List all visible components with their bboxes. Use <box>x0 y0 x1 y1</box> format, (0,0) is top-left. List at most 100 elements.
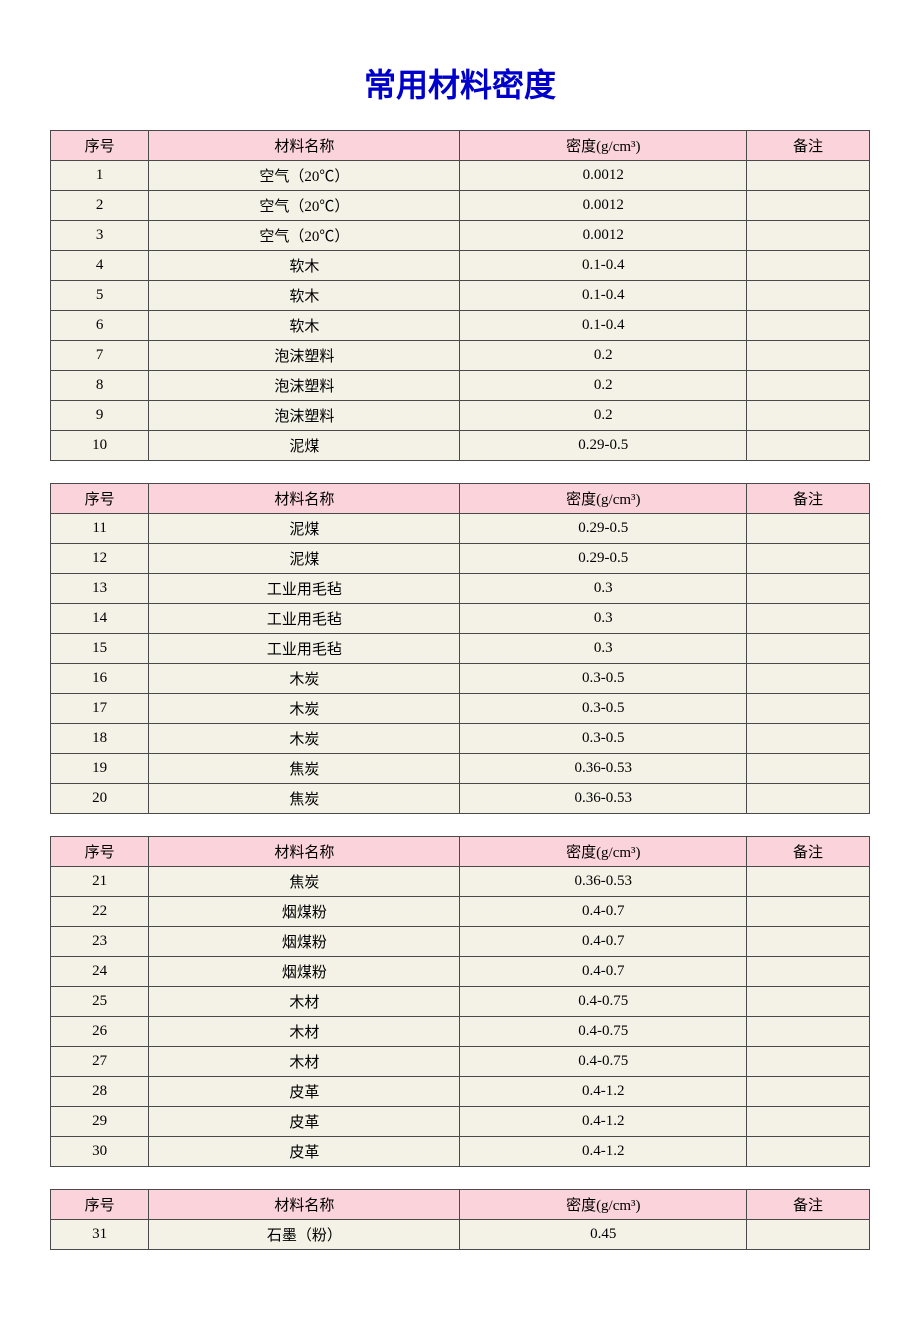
cell-density: 0.2 <box>460 371 747 401</box>
cell-seq: 16 <box>51 664 149 694</box>
table-row: 4软木0.1-0.4 <box>51 251 870 281</box>
cell-name: 泡沫塑料 <box>149 401 460 431</box>
header-name: 材料名称 <box>149 1190 460 1220</box>
cell-seq: 7 <box>51 341 149 371</box>
cell-density: 0.4-1.2 <box>460 1137 747 1167</box>
page-title: 常用材料密度 <box>50 60 870 106</box>
cell-note <box>747 724 870 754</box>
header-note: 备注 <box>747 131 870 161</box>
cell-note <box>747 987 870 1017</box>
cell-density: 0.3-0.5 <box>460 724 747 754</box>
cell-density: 0.4-0.75 <box>460 987 747 1017</box>
header-note: 备注 <box>747 837 870 867</box>
cell-note <box>747 897 870 927</box>
table-row: 28皮革0.4-1.2 <box>51 1077 870 1107</box>
cell-note <box>747 371 870 401</box>
table-row: 23烟煤粉0.4-0.7 <box>51 927 870 957</box>
table-row: 18木炭0.3-0.5 <box>51 724 870 754</box>
header-density: 密度(g/cm³) <box>460 1190 747 1220</box>
cell-seq: 5 <box>51 281 149 311</box>
cell-seq: 27 <box>51 1047 149 1077</box>
cell-density: 0.36-0.53 <box>460 867 747 897</box>
cell-name: 烟煤粉 <box>149 957 460 987</box>
cell-name: 空气（20℃） <box>149 191 460 221</box>
cell-note <box>747 867 870 897</box>
cell-name: 皮革 <box>149 1137 460 1167</box>
cell-seq: 12 <box>51 544 149 574</box>
table-row: 13工业用毛毡0.3 <box>51 574 870 604</box>
cell-note <box>747 191 870 221</box>
cell-name: 木炭 <box>149 664 460 694</box>
cell-note <box>747 221 870 251</box>
table-row: 15工业用毛毡0.3 <box>51 634 870 664</box>
cell-name: 空气（20℃） <box>149 221 460 251</box>
cell-density: 0.2 <box>460 341 747 371</box>
cell-name: 皮革 <box>149 1077 460 1107</box>
table-header-row: 序号材料名称密度(g/cm³)备注 <box>51 484 870 514</box>
cell-density: 0.3 <box>460 574 747 604</box>
cell-name: 烟煤粉 <box>149 897 460 927</box>
cell-note <box>747 574 870 604</box>
cell-seq: 6 <box>51 311 149 341</box>
cell-note <box>747 957 870 987</box>
cell-seq: 22 <box>51 897 149 927</box>
cell-seq: 21 <box>51 867 149 897</box>
header-name: 材料名称 <box>149 131 460 161</box>
cell-density: 0.3-0.5 <box>460 694 747 724</box>
table-row: 16木炭0.3-0.5 <box>51 664 870 694</box>
table-row: 6软木0.1-0.4 <box>51 311 870 341</box>
cell-note <box>747 694 870 724</box>
cell-seq: 25 <box>51 987 149 1017</box>
cell-seq: 8 <box>51 371 149 401</box>
table-row: 3空气（20℃）0.0012 <box>51 221 870 251</box>
density-table-1: 序号材料名称密度(g/cm³)备注11泥煤0.29-0.512泥煤0.29-0.… <box>50 483 870 814</box>
cell-seq: 3 <box>51 221 149 251</box>
table-row: 12泥煤0.29-0.5 <box>51 544 870 574</box>
cell-name: 泥煤 <box>149 431 460 461</box>
table-row: 17木炭0.3-0.5 <box>51 694 870 724</box>
cell-name: 木炭 <box>149 724 460 754</box>
cell-density: 0.0012 <box>460 191 747 221</box>
cell-name: 软木 <box>149 311 460 341</box>
table-row: 27木材0.4-0.75 <box>51 1047 870 1077</box>
cell-note <box>747 281 870 311</box>
cell-density: 0.36-0.53 <box>460 754 747 784</box>
cell-density: 0.29-0.5 <box>460 514 747 544</box>
cell-name: 木材 <box>149 987 460 1017</box>
cell-name: 烟煤粉 <box>149 927 460 957</box>
cell-seq: 28 <box>51 1077 149 1107</box>
table-row: 19焦炭0.36-0.53 <box>51 754 870 784</box>
cell-seq: 20 <box>51 784 149 814</box>
table-row: 14工业用毛毡0.3 <box>51 604 870 634</box>
cell-note <box>747 1107 870 1137</box>
table-row: 9泡沫塑料0.2 <box>51 401 870 431</box>
cell-density: 0.4-0.7 <box>460 957 747 987</box>
cell-name: 石墨（粉） <box>149 1220 460 1250</box>
table-row: 7泡沫塑料0.2 <box>51 341 870 371</box>
cell-density: 0.1-0.4 <box>460 281 747 311</box>
cell-note <box>747 754 870 784</box>
cell-seq: 26 <box>51 1017 149 1047</box>
cell-note <box>747 1017 870 1047</box>
table-row: 21焦炭0.36-0.53 <box>51 867 870 897</box>
cell-seq: 2 <box>51 191 149 221</box>
cell-name: 泥煤 <box>149 544 460 574</box>
cell-seq: 29 <box>51 1107 149 1137</box>
cell-name: 工业用毛毡 <box>149 634 460 664</box>
cell-name: 泡沫塑料 <box>149 341 460 371</box>
table-row: 31石墨（粉）0.45 <box>51 1220 870 1250</box>
cell-note <box>747 1220 870 1250</box>
cell-seq: 1 <box>51 161 149 191</box>
cell-note <box>747 664 870 694</box>
cell-name: 皮革 <box>149 1107 460 1137</box>
cell-density: 0.0012 <box>460 161 747 191</box>
cell-seq: 4 <box>51 251 149 281</box>
header-name: 材料名称 <box>149 484 460 514</box>
table-row: 10泥煤0.29-0.5 <box>51 431 870 461</box>
cell-note <box>747 161 870 191</box>
table-row: 24烟煤粉0.4-0.7 <box>51 957 870 987</box>
table-row: 5软木0.1-0.4 <box>51 281 870 311</box>
cell-name: 泡沫塑料 <box>149 371 460 401</box>
table-row: 26木材0.4-0.75 <box>51 1017 870 1047</box>
density-table-3: 序号材料名称密度(g/cm³)备注31石墨（粉）0.45 <box>50 1189 870 1250</box>
